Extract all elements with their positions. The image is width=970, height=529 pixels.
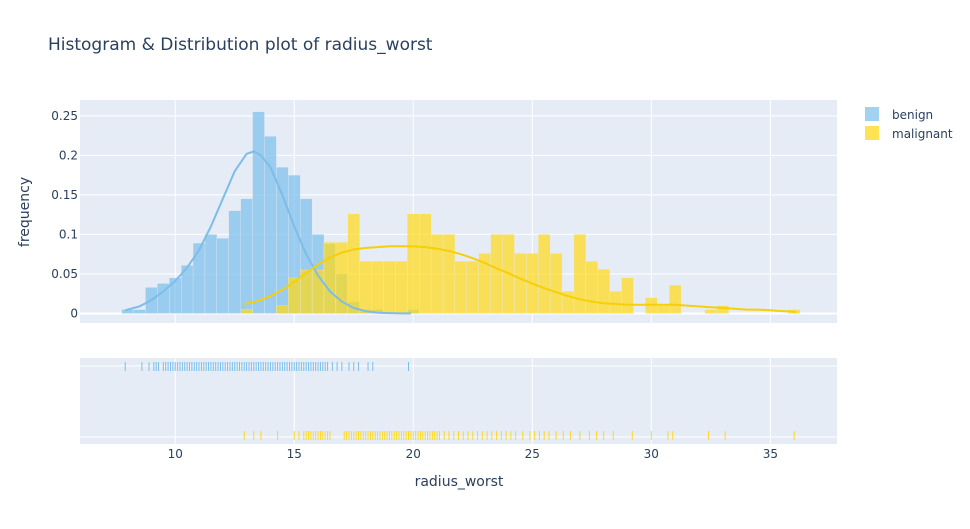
- legend-label-benign[interactable]: benign: [892, 108, 933, 122]
- rug-gridlines: [174, 358, 771, 444]
- histogram-bar: [359, 261, 372, 314]
- y-tick-labels: 0 0.05 0.1 0.15 0.2 0.25: [51, 109, 78, 321]
- histogram-bar: [669, 284, 682, 314]
- histogram-bar: [609, 291, 622, 314]
- histogram-bar: [573, 234, 587, 314]
- histogram-bar: [228, 210, 241, 314]
- histogram-bar: [419, 213, 432, 314]
- histogram-bar: [395, 261, 408, 314]
- x-tick-label: 15: [287, 447, 302, 461]
- histogram-bar: [383, 261, 396, 314]
- histogram-bar: [169, 277, 182, 314]
- legend-label-malignant[interactable]: malignant: [892, 127, 953, 141]
- legend: benign malignant: [865, 107, 953, 141]
- y-tick-label: 0.25: [51, 109, 78, 123]
- histogram-bar: [538, 234, 551, 314]
- histogram-bar: [490, 234, 503, 314]
- histogram-bar: [252, 111, 265, 314]
- y-tick-label: 0: [70, 307, 78, 321]
- chart-title: Histogram & Distribution plot of radius_…: [48, 35, 433, 55]
- histogram-bar: [347, 213, 360, 314]
- histogram-bar: [442, 234, 456, 314]
- y-tick-label: 0.1: [59, 227, 78, 241]
- y-tick-label: 0.15: [51, 188, 78, 202]
- kde-curve: [124, 150, 411, 315]
- x-axis-title: radius_worst: [415, 474, 504, 490]
- histogram-bar: [621, 277, 634, 314]
- histogram-bar: [192, 242, 206, 314]
- histogram-bar: [204, 234, 218, 314]
- histogram-bar: [323, 242, 337, 314]
- histogram-bar: [454, 261, 467, 314]
- x-tick-labels: 10 15 20 25 30 35: [168, 447, 778, 461]
- kde-curves: [124, 150, 797, 315]
- histogram-bar: [657, 305, 670, 314]
- x-tick-label: 20: [406, 447, 421, 461]
- histogram-bar: [288, 277, 301, 314]
- histogram-bar: [466, 261, 479, 314]
- histogram-bar: [276, 305, 289, 314]
- histogram-bar: [716, 305, 729, 314]
- rug-ticks: [80, 362, 837, 440]
- histogram-bar: [597, 269, 610, 314]
- rug-plot-area: [80, 358, 837, 444]
- y-tick-label: 0.2: [59, 148, 78, 162]
- histogram-bar: [549, 253, 563, 314]
- histogram-bar: [371, 261, 384, 314]
- x-tick-label: 35: [763, 447, 778, 461]
- x-tick-label: 30: [644, 447, 659, 461]
- legend-swatch-malignant[interactable]: [865, 126, 879, 140]
- histogram-bar: [430, 234, 444, 314]
- histogram-bar: [133, 309, 146, 314]
- histogram-bar: [240, 198, 253, 314]
- histogram-bar: [704, 309, 717, 314]
- kde-curve: [244, 245, 797, 313]
- y-tick-label: 0.05: [51, 267, 78, 281]
- x-tick-label: 10: [168, 447, 183, 461]
- histogram-bar: [585, 261, 598, 314]
- histogram-bar: [407, 213, 420, 314]
- histogram-bar: [514, 253, 527, 314]
- legend-swatch-benign[interactable]: [865, 107, 879, 121]
- y-axis-title: frequency: [17, 177, 33, 247]
- histogram-bar: [240, 309, 253, 314]
- histogram-bar: [216, 238, 229, 314]
- x-tick-label: 25: [525, 447, 540, 461]
